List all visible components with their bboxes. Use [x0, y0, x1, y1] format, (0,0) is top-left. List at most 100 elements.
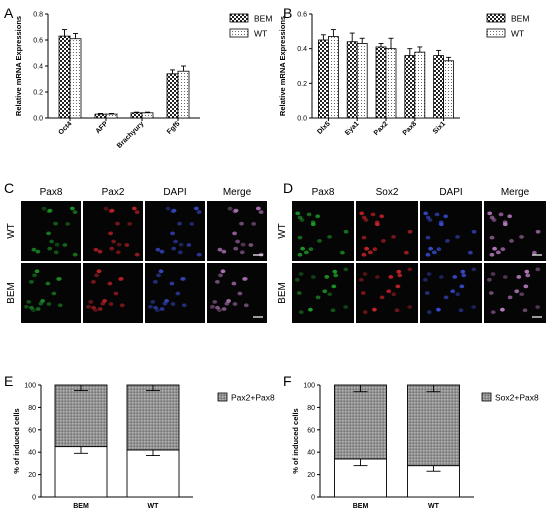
y-tick-label: 0.2 [33, 90, 43, 97]
nucleus [72, 252, 78, 257]
legend-label: WT [511, 29, 524, 39]
micrograph-green [292, 201, 354, 261]
nucleus [107, 281, 113, 286]
nucleus [93, 247, 99, 252]
bar-bem [404, 55, 416, 119]
legend-label: Pax2+Pax8 [231, 393, 275, 403]
nucleus [46, 231, 51, 236]
x-tick-label: BEM [73, 503, 89, 510]
nucleus [232, 231, 237, 236]
legend-swatch-bem [486, 13, 506, 23]
channel-label: Pax2 [102, 187, 125, 198]
y-tick-label: 0.4 [297, 46, 307, 53]
bar-wt [356, 43, 368, 119]
nucleus [127, 222, 133, 226]
nucleus [450, 289, 456, 294]
y-tick-label: 0.0 [33, 116, 43, 123]
x-tick-label: Pax8 [402, 120, 419, 137]
chart-e: 0 20 40 60 80 100 BEM WT % of induced cells Pax2+… [12, 383, 275, 511]
nucleus [251, 222, 257, 226]
nucleus [111, 239, 117, 244]
nucleus [32, 273, 37, 278]
nucleus [170, 231, 175, 236]
nucleus [72, 210, 78, 215]
y-tick-label: 20 [28, 472, 36, 479]
nucleus [315, 214, 321, 219]
y-tick-label: 0.6 [33, 38, 43, 45]
bar-segment-double-positive [126, 384, 180, 451]
y-axis-label: Relative mRNA Expressions [14, 16, 23, 116]
nucleus [372, 307, 377, 312]
nucleus [467, 250, 473, 255]
nucleus [108, 302, 114, 306]
nucleus [134, 210, 140, 215]
nucleus [455, 234, 460, 239]
nucleus [108, 209, 114, 214]
nucleus [255, 206, 261, 211]
nucleus [34, 269, 40, 274]
x-tick-label: Eya1 [344, 120, 361, 137]
bar-segment-double-positive [334, 384, 387, 460]
nucleus [359, 211, 365, 216]
nucleus [299, 218, 305, 222]
nucleus [391, 292, 397, 297]
legend-label: BEM [511, 14, 529, 24]
y-tick-label: 80 [307, 405, 315, 412]
nucleus [153, 279, 158, 284]
nucleus [422, 277, 428, 282]
nucleus [310, 275, 316, 279]
nucleus [379, 214, 385, 219]
x-tick-label: Brachyury [116, 120, 146, 150]
bar-segment-other [126, 449, 180, 498]
micrograph-merge [207, 263, 267, 323]
nucleus [460, 269, 466, 274]
x-tick-label: Fgf5 [166, 120, 181, 135]
bar-wt [443, 60, 455, 119]
nucleus [232, 209, 238, 214]
nucleus [471, 267, 477, 272]
nucleus [436, 307, 441, 312]
nucleus [324, 275, 330, 279]
nucleus [438, 275, 444, 279]
nucleus [193, 206, 199, 211]
nucleus [165, 206, 171, 211]
nucleus [443, 214, 449, 219]
bar-wt [105, 113, 118, 119]
nucleus [507, 214, 513, 219]
nucleus [177, 221, 182, 226]
y-tick-label: 60 [28, 427, 36, 434]
nucleus [131, 206, 137, 211]
nucleus [189, 222, 195, 226]
nucleus [364, 246, 370, 251]
bar-bem [346, 41, 358, 119]
nucleus [500, 307, 505, 312]
nucleus [93, 308, 98, 313]
nucleus [159, 307, 165, 311]
nucleus [317, 239, 322, 243]
micrograph-blue [145, 263, 205, 323]
nucleus [315, 295, 321, 300]
nucleus [233, 246, 239, 251]
channel-label: DAPI [163, 187, 186, 198]
y-tick-label: 0.4 [33, 64, 43, 71]
y-axis-label: Relative mRNA Expressions [278, 16, 287, 116]
nucleus [180, 277, 186, 281]
nucleus [471, 229, 477, 234]
nucleus [35, 249, 41, 254]
nucleus [53, 250, 59, 255]
bar-bem [166, 73, 179, 119]
nucleus [428, 246, 434, 251]
legend-swatch [481, 392, 492, 402]
nucleus [452, 275, 458, 279]
nucleus [29, 305, 34, 310]
nucleus [243, 303, 249, 308]
nucleus [226, 299, 232, 303]
channel-label: Pax8 [312, 187, 335, 198]
nucleus [471, 305, 477, 309]
y-axis-label: % of induced cells [12, 408, 21, 473]
nucleus [227, 206, 233, 211]
nucleus [41, 206, 47, 211]
nucleus [327, 292, 333, 297]
nucleus [237, 291, 243, 296]
nucleus [150, 299, 156, 304]
